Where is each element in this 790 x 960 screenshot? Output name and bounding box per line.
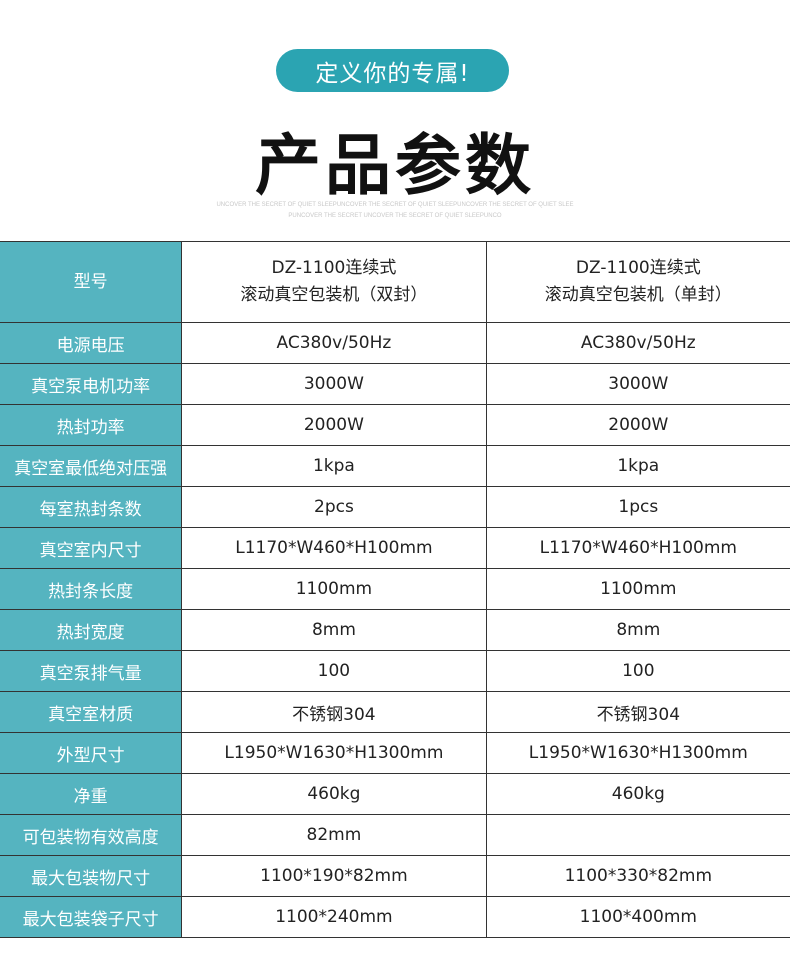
table-row: 净重 460kg 460kg: [0, 773, 790, 815]
value-single-seal: 不锈钢304: [485, 691, 790, 733]
row-label: 真空泵排气量: [0, 650, 183, 692]
value-single-seal: 3000W: [485, 363, 790, 405]
value-double-seal: 82mm: [181, 814, 487, 856]
table-row: 真空室最低绝对压强 1kpa 1kpa: [0, 445, 790, 487]
value-double-seal: 100: [181, 650, 487, 692]
value-single-seal: L1950*W1630*H1300mm: [485, 732, 790, 774]
value-double-seal: 2pcs: [181, 486, 487, 528]
spec-table: 型号 DZ-1100连续式滚动真空包装机（双封） DZ-1100连续式滚动真空包…: [0, 241, 790, 938]
row-label: 电源电压: [0, 322, 183, 364]
subtitle-line-1: UNCOVER THE SECRET OF QUIET SLEEPUNCOVER…: [216, 202, 574, 208]
row-label: 热封宽度: [0, 609, 183, 651]
value-double-seal: L1950*W1630*H1300mm: [181, 732, 487, 774]
model-single-seal: DZ-1100连续式滚动真空包装机（单封）: [485, 241, 790, 323]
value-single-seal: 1100*330*82mm: [485, 855, 790, 897]
value-double-seal: 1100*190*82mm: [181, 855, 487, 897]
row-label: 最大包装物尺寸: [0, 855, 183, 897]
value-double-seal: AC380v/50Hz: [181, 322, 487, 364]
table-row: 每室热封条数 2pcs 1pcs: [0, 486, 790, 528]
value-double-seal: 1100mm: [181, 568, 487, 610]
table-row: 真空室材质 不锈钢304 不锈钢304: [0, 691, 790, 733]
value-double-seal: 2000W: [181, 404, 487, 446]
table-row: 真空泵排气量 100 100: [0, 650, 790, 692]
table-row: 热封功率 2000W 2000W: [0, 404, 790, 446]
value-double-seal: 1100*240mm: [181, 896, 487, 938]
value-double-seal: 8mm: [181, 609, 487, 651]
value-single-seal: 1pcs: [485, 486, 790, 528]
table-row: 电源电压 AC380v/50Hz AC380v/50Hz: [0, 322, 790, 364]
model-line-2: 滚动真空包装机（双封）: [240, 285, 428, 305]
value-single-seal: 2000W: [485, 404, 790, 446]
row-label: 真空室材质: [0, 691, 183, 733]
value-double-seal: 460kg: [181, 773, 487, 815]
value-single-seal: 8mm: [485, 609, 790, 651]
value-double-seal: 不锈钢304: [181, 691, 487, 733]
row-label: 型号: [0, 241, 183, 323]
tagline-badge: 定义你的专属!: [276, 49, 509, 92]
table-row: 真空室内尺寸 L1170*W460*H100mm L1170*W460*H100mm: [0, 527, 790, 569]
value-double-seal: 3000W: [181, 363, 487, 405]
value-single-seal: 1kpa: [485, 445, 790, 487]
value-single-seal: 1100*400mm: [485, 896, 790, 938]
row-label: 最大包装袋子尺寸: [0, 896, 183, 938]
table-row: 最大包装袋子尺寸 1100*240mm 1100*400mm: [0, 896, 790, 938]
table-row: 外型尺寸 L1950*W1630*H1300mm L1950*W1630*H1300…: [0, 732, 790, 774]
subtitle-line-2: PUNCOVER THE SECRET UNCOVER THE SECRET O…: [288, 213, 502, 219]
row-label: 热封条长度: [0, 568, 183, 610]
value-double-seal: 1kpa: [181, 445, 487, 487]
table-row: 热封条长度 1100mm 1100mm: [0, 568, 790, 610]
row-label: 净重: [0, 773, 183, 815]
value-single-seal: 460kg: [485, 773, 790, 815]
row-label: 真空泵电机功率: [0, 363, 183, 405]
value-single-seal: 1100mm: [485, 568, 790, 610]
page-title: 产品参数: [255, 127, 535, 204]
value-single-seal: AC380v/50Hz: [485, 322, 790, 364]
table-row: 最大包装物尺寸 1100*190*82mm 1100*330*82mm: [0, 855, 790, 897]
value-double-seal: L1170*W460*H100mm: [181, 527, 487, 569]
model-line-2: 滚动真空包装机（单封）: [544, 285, 732, 305]
row-label: 可包装物有效高度: [0, 814, 183, 856]
row-label: 真空室最低绝对压强: [0, 445, 183, 487]
value-single-seal: L1170*W460*H100mm: [485, 527, 790, 569]
model-double-seal: DZ-1100连续式滚动真空包装机（双封）: [181, 241, 487, 323]
row-label: 热封功率: [0, 404, 183, 446]
row-label: 每室热封条数: [0, 486, 183, 528]
table-row: 热封宽度 8mm 8mm: [0, 609, 790, 651]
row-label: 外型尺寸: [0, 732, 183, 774]
model-line-1: DZ-1100连续式: [271, 258, 397, 278]
value-single-seal: 100: [485, 650, 790, 692]
value-single-seal: [485, 814, 790, 856]
table-row: 真空泵电机功率 3000W 3000W: [0, 363, 790, 405]
model-line-1: DZ-1100连续式: [575, 258, 701, 278]
row-label: 真空室内尺寸: [0, 527, 183, 569]
table-row-model: 型号 DZ-1100连续式滚动真空包装机（双封） DZ-1100连续式滚动真空包…: [0, 241, 790, 323]
table-row: 可包装物有效高度 82mm: [0, 814, 790, 856]
